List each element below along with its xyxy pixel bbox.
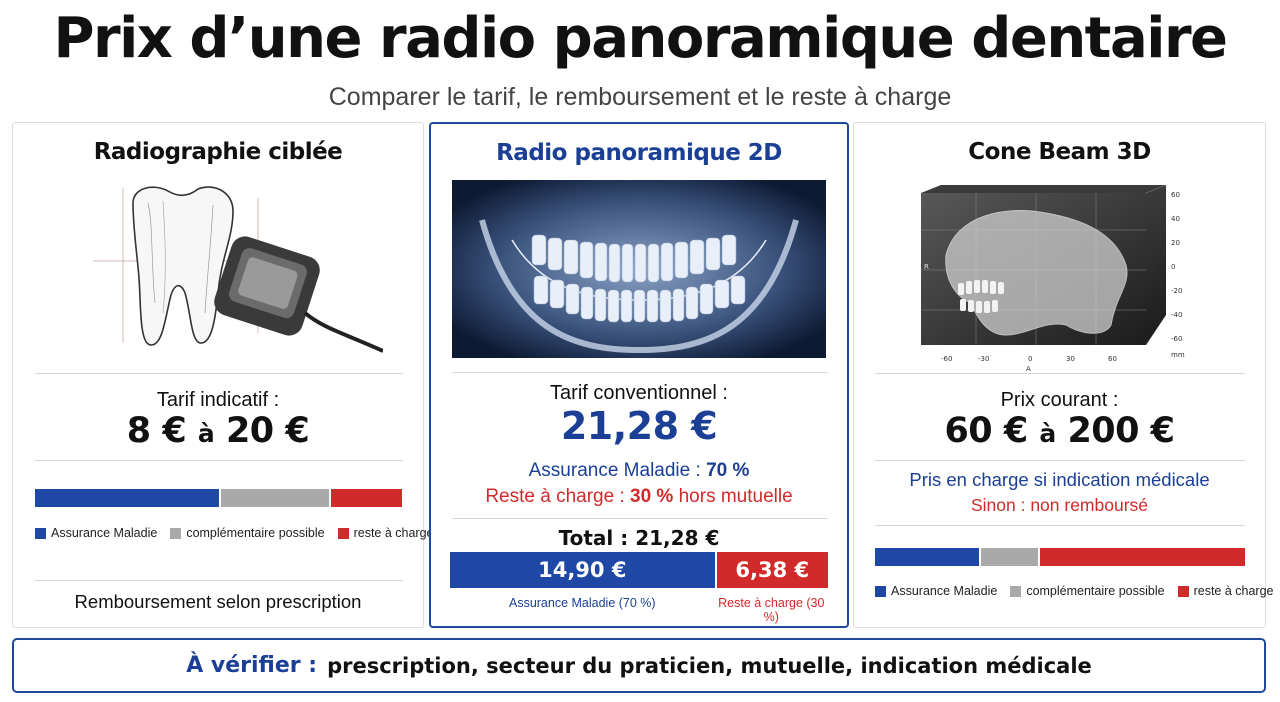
coverage-bar bbox=[35, 489, 402, 507]
svg-text:0: 0 bbox=[1171, 263, 1175, 271]
svg-text:R: R bbox=[924, 263, 929, 271]
divider bbox=[452, 518, 828, 519]
card-title: Radiographie ciblée bbox=[93, 139, 343, 165]
legend: Assurance Maladie complémentaire possibl… bbox=[875, 584, 1280, 598]
card-title: Radio panoramique 2D bbox=[496, 140, 782, 166]
price: 21,28 € bbox=[560, 404, 718, 448]
legend-item-complementaire: complémentaire possible bbox=[170, 526, 325, 540]
divider bbox=[875, 525, 1245, 526]
divider bbox=[35, 373, 403, 374]
split-captions: Assurance Maladie (70 %) Reste à charge … bbox=[450, 596, 828, 624]
legend-item-complementaire: complémentaire possible bbox=[1010, 584, 1165, 598]
coverage-bar bbox=[875, 548, 1245, 566]
divider bbox=[35, 580, 403, 581]
non-coverage-line: Sinon : non remboursé bbox=[970, 495, 1149, 515]
bar-segment-2 bbox=[978, 548, 1038, 566]
price-range: 8 € à 20 € bbox=[126, 411, 310, 451]
cone-beam-3d-skull-image: 60 40 20 0 -20 -40 -60 mm -60 -30 0 30 6… bbox=[921, 185, 1185, 373]
legend-swatch-grey bbox=[170, 527, 182, 539]
legend-item-reste: reste à charge bbox=[1177, 584, 1274, 598]
legend-swatch-red bbox=[1177, 585, 1189, 597]
reimbursement-note: Remboursement selon prescription bbox=[74, 591, 362, 612]
bar-segment-2 bbox=[218, 489, 329, 507]
split-assurance-maladie: 14,90 € bbox=[450, 552, 715, 588]
svg-text:-40: -40 bbox=[1171, 311, 1182, 319]
bar-segment-1 bbox=[35, 489, 219, 507]
tooth-and-sensor-icon bbox=[93, 186, 383, 353]
legend-swatch-blue bbox=[35, 527, 46, 539]
divider bbox=[452, 372, 828, 373]
page-title: Prix d’une radio panoramique dentaire bbox=[53, 6, 1228, 71]
card-title: Cone Beam 3D bbox=[968, 139, 1151, 165]
svg-text:L: L bbox=[1152, 263, 1156, 271]
svg-text:30: 30 bbox=[1066, 355, 1075, 363]
divider bbox=[875, 373, 1245, 374]
price-label: Tarif conventionnel : bbox=[550, 382, 728, 404]
verification-banner: À vérifier : prescription, secteur du pr… bbox=[12, 638, 1266, 693]
caption-reste: Reste à charge (30 %) bbox=[718, 596, 825, 624]
svg-text:60: 60 bbox=[1171, 191, 1180, 199]
split-reste-a-charge: 6,38 € bbox=[714, 552, 828, 588]
svg-text:60: 60 bbox=[1108, 355, 1117, 363]
legend-swatch-grey bbox=[1010, 585, 1022, 597]
svg-text:mm: mm bbox=[1171, 351, 1185, 359]
legend-item-assurance: Assurance Maladie bbox=[875, 584, 997, 598]
svg-text:-60: -60 bbox=[1171, 335, 1182, 343]
assurance-maladie-line: Assurance Maladie : 70 % bbox=[528, 460, 750, 481]
card-cone-beam: Cone Beam 3D 60 40 20 0 bbox=[853, 122, 1274, 628]
banner-highlight: À vérifier : bbox=[186, 653, 318, 678]
divider bbox=[35, 460, 403, 461]
reste-a-charge-line: Reste à charge : 30 % hors mutuelle bbox=[485, 486, 793, 507]
price-label: Prix courant : bbox=[1000, 389, 1119, 411]
svg-text:-20: -20 bbox=[1171, 287, 1182, 295]
price-label: Tarif indicatif : bbox=[156, 389, 280, 411]
banner-text: prescription, secteur du praticien, mutu… bbox=[327, 653, 1092, 678]
legend: Assurance Maladie complémentaire possibl… bbox=[35, 526, 447, 540]
svg-text:20: 20 bbox=[1171, 239, 1180, 247]
svg-text:0: 0 bbox=[1028, 355, 1032, 363]
svg-text:A: A bbox=[1026, 365, 1031, 373]
panoramic-xray-image bbox=[452, 180, 826, 358]
card-radio-panoramique: Radio panoramique 2D bbox=[429, 122, 849, 628]
coverage-line: Pris en charge si indication médicale bbox=[909, 469, 1210, 490]
svg-text:-30: -30 bbox=[978, 355, 989, 363]
price-range: 60 € à 200 € bbox=[944, 411, 1175, 451]
card-radiographie-ciblee: Radiographie ciblée Tarif indicatif : 8 … bbox=[12, 122, 434, 628]
legend-item-reste: reste à charge bbox=[337, 526, 434, 540]
legend-swatch-red bbox=[337, 527, 349, 539]
svg-text:-60: -60 bbox=[941, 355, 952, 363]
legend-item-assurance: Assurance Maladie bbox=[35, 526, 157, 540]
divider bbox=[875, 460, 1245, 461]
svg-text:40: 40 bbox=[1171, 215, 1180, 223]
bar-segment-3 bbox=[328, 489, 402, 507]
page-subtitle: Comparer le tarif, le remboursement et l… bbox=[328, 83, 952, 111]
caption-assurance: Assurance Maladie (70 %) bbox=[508, 596, 656, 610]
bar-segment-3 bbox=[1037, 548, 1245, 566]
cost-split-bar: 14,90 € 6,38 € bbox=[450, 552, 828, 588]
total-line: Total : 21,28 € bbox=[558, 526, 720, 550]
bar-segment-1 bbox=[875, 548, 979, 566]
legend-swatch-blue bbox=[875, 585, 886, 597]
